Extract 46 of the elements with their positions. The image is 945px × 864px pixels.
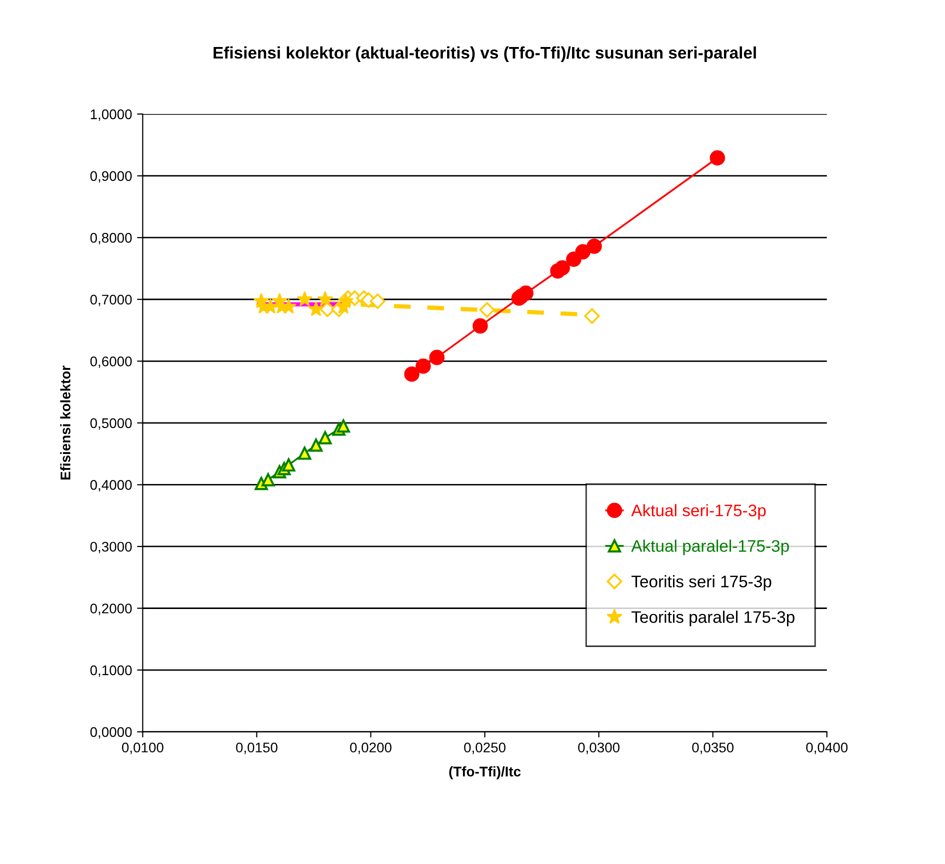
point [282, 458, 296, 472]
point [296, 291, 313, 306]
y-tick-label: 0,1000 [90, 665, 132, 677]
point [472, 318, 488, 334]
point [518, 286, 534, 301]
point [317, 291, 334, 306]
y-tick-label: 0,7000 [90, 294, 132, 306]
x-tick-label: 0,0150 [236, 742, 278, 754]
chart-title: Efisiensi kolektor (aktual-teoritis) vs (Tfo-Tfi)/Itc susunan seri-paralel [214, 46, 756, 62]
point [575, 244, 590, 260]
x-tick-label: 0,0100 [122, 742, 164, 754]
x-axis-title: (Tfo-Tfi)/Itc [449, 766, 521, 780]
y-tick-label: 0,6000 [90, 356, 132, 368]
point [370, 293, 386, 310]
y-tick-label: 0,5000 [90, 418, 132, 430]
x-tick-label: 0,0300 [578, 742, 620, 754]
point [554, 260, 570, 276]
legend-label: Teoritis paralel 175-3p [632, 610, 794, 626]
x-tick-label: 0,0250 [464, 742, 506, 754]
point [404, 366, 420, 382]
point [710, 150, 726, 166]
point [308, 300, 324, 316]
y-tick-label: 1,0000 [90, 109, 132, 121]
point [318, 431, 332, 444]
x-tick-label: 0,0350 [692, 742, 734, 754]
y-tick-label: 0,2000 [90, 604, 132, 616]
y-tick-label: 0,8000 [90, 232, 132, 244]
point [336, 419, 350, 433]
legend-label: Aktual paralel-175-3p [631, 540, 789, 556]
y-tick-label: 0,3000 [90, 542, 132, 554]
legend-label: Teoritis seri 175-3p [632, 575, 772, 591]
point [479, 302, 495, 318]
point [298, 446, 312, 460]
point [429, 350, 445, 366]
point [584, 308, 600, 324]
y-tick-label: 0,9000 [90, 171, 132, 183]
point [309, 438, 323, 452]
x-tick-label: 0,0400 [806, 742, 848, 754]
y-axis-title: Efisiensi kolektor [60, 366, 70, 480]
y-tick-label: 0,0000 [90, 727, 132, 739]
point [586, 238, 602, 254]
point [416, 358, 431, 374]
legend-label: Aktual seri-175-3p [631, 504, 766, 520]
point [262, 473, 275, 486]
x-tick-label: 0,0200 [350, 742, 392, 754]
y-tick-label: 0,4000 [90, 480, 132, 492]
